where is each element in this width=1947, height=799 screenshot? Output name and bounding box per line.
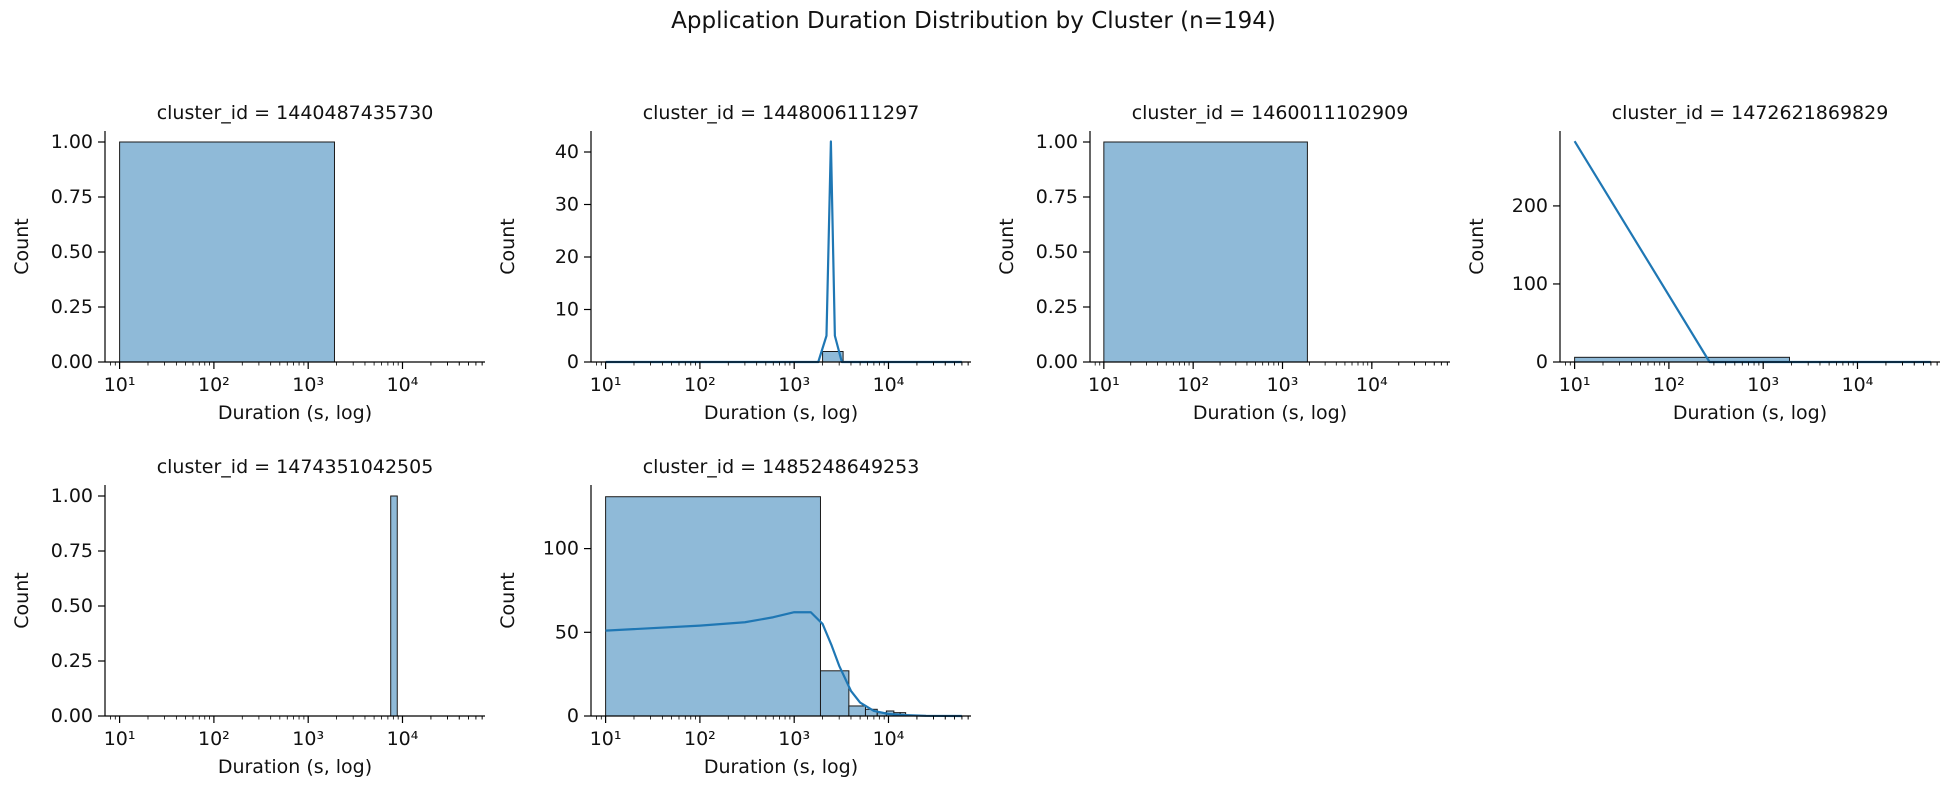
x-tick-label: 10² (1177, 374, 1209, 396)
x-tick-label: 10³ (292, 374, 324, 396)
y-tick-label: 0.75 (1036, 186, 1078, 208)
y-axis-label: Count (1466, 218, 1488, 274)
y-tick-label: 0.50 (51, 241, 93, 263)
y-tick-label: 20 (555, 246, 579, 268)
x-tick-label: 10¹ (590, 728, 622, 750)
x-tick-label: 10³ (1267, 374, 1299, 396)
histogram-bar (390, 495, 398, 717)
y-tick-label: 0.50 (1036, 241, 1078, 263)
x-tick-label: 10⁴ (387, 728, 419, 750)
y-axis-label: Count (497, 218, 519, 274)
x-tick-label: 10⁴ (1356, 374, 1388, 396)
x-tick-label: 10² (1653, 374, 1685, 396)
y-tick-label: 40 (555, 141, 579, 163)
y-tick-label: 0.00 (51, 351, 93, 373)
x-tick-label: 10² (684, 728, 716, 750)
y-tick-label: 0.00 (51, 705, 93, 727)
subplot-title: cluster_id = 1472621869829 (1612, 102, 1889, 124)
x-axis-label: Duration (s, log) (1193, 402, 1347, 424)
subplot-title: cluster_id = 1460011102909 (1132, 102, 1409, 124)
y-tick-label: 50 (555, 621, 579, 643)
kde-line (605, 611, 962, 718)
x-tick-label: 10¹ (590, 374, 622, 396)
x-axis-label: Duration (s, log) (218, 756, 372, 778)
y-tick-label: 200 (1512, 195, 1548, 217)
histogram-bar (119, 141, 335, 363)
x-axis-label: Duration (s, log) (704, 402, 858, 424)
y-tick-label: 1.00 (51, 485, 93, 507)
x-tick-label: 10³ (778, 728, 810, 750)
x-axis-label: Duration (s, log) (218, 402, 372, 424)
x-tick-label: 10¹ (104, 728, 136, 750)
x-tick-label: 10⁴ (387, 374, 419, 396)
subplot-6: 10¹ 10² 10³ 10⁴ 0 50 100 cluster_id = 148524864… (497, 456, 971, 778)
x-axis-label: Duration (s, log) (1673, 402, 1827, 424)
subplot-3: 10¹ 10² 10³ 10⁴ 0.00 0.25 0.50 0.75 1.00 cluster_… (996, 102, 1450, 424)
subplot-2: 10¹ 10² 10³ 10⁴ 0 10 20 30 40 cluster_id = 144800… (497, 102, 971, 424)
subplot-5: 10¹ 10² 10³ 10⁴ 0.00 0.25 0.50 0.75 1.00 cluster_… (11, 456, 485, 778)
y-tick-label: 0.25 (51, 296, 93, 318)
y-tick-label: 0 (1536, 351, 1548, 373)
x-tick-label: 10² (198, 374, 230, 396)
y-tick-label: 100 (1512, 273, 1548, 295)
subplot-4: 10¹ 10² 10³ 10⁴ 0 100 200 cluster_id = 14726218… (1466, 102, 1940, 424)
histogram-bar (1103, 141, 1308, 363)
x-tick-label: 10³ (778, 374, 810, 396)
kde-line (605, 140, 962, 364)
y-tick-label: 1.00 (51, 131, 93, 153)
y-tick-label: 100 (543, 538, 579, 560)
subplot-title: cluster_id = 1448006111297 (643, 102, 920, 124)
x-tick-label: 10² (684, 374, 716, 396)
y-tick-label: 10 (555, 299, 579, 321)
x-tick-label: 10⁴ (1842, 374, 1874, 396)
histogram-bar (848, 705, 866, 717)
y-tick-label: 0.25 (1036, 296, 1078, 318)
y-tick-label: 0 (567, 705, 579, 727)
x-tick-label: 10¹ (104, 374, 136, 396)
subplot-1: 10¹ 10² 10³ 10⁴ 0.00 0.25 0.50 0.75 1.00 cluster_… (11, 102, 485, 424)
x-tick-label: 10⁴ (873, 728, 905, 750)
y-tick-label: 0.25 (51, 650, 93, 672)
kde-line (1573, 140, 1931, 364)
subplot-title: cluster_id = 1440487435730 (157, 102, 434, 124)
subplot-title: cluster_id = 1485248649253 (643, 456, 920, 478)
subplot-title: cluster_id = 1474351042505 (157, 456, 434, 478)
y-tick-label: 1.00 (1036, 131, 1078, 153)
x-tick-label: 10² (198, 728, 230, 750)
y-tick-label: 30 (555, 194, 579, 216)
y-tick-label: 0.75 (51, 186, 93, 208)
y-tick-label: 0 (567, 351, 579, 373)
y-tick-label: 0.50 (51, 595, 93, 617)
y-axis-label: Count (497, 572, 519, 628)
x-tick-label: 10¹ (1088, 374, 1120, 396)
y-tick-label: 0.00 (1036, 351, 1078, 373)
histogram-bar (605, 496, 821, 717)
y-axis-label: Count (11, 572, 33, 628)
y-tick-label: 0.75 (51, 540, 93, 562)
x-tick-label: 10³ (292, 728, 324, 750)
x-tick-label: 10³ (1747, 374, 1779, 396)
x-tick-label: 10⁴ (873, 374, 905, 396)
y-axis-label: Count (996, 218, 1018, 274)
y-axis-label: Count (11, 218, 33, 274)
x-axis-label: Duration (s, log) (704, 756, 858, 778)
figure-title: Application Duration Distribution by Clu… (671, 8, 1276, 34)
x-tick-label: 10¹ (1559, 374, 1591, 396)
